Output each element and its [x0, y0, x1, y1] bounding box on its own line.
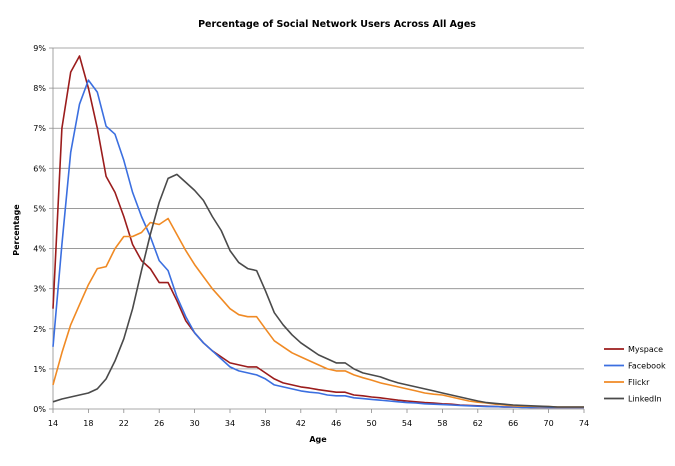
x-tick-label: 18 — [83, 419, 93, 428]
x-tick-label: 62 — [473, 419, 483, 428]
x-tick-label: 26 — [154, 419, 164, 428]
x-tick-label: 66 — [508, 419, 518, 428]
y-tick-label: 0% — [33, 405, 46, 414]
legend-label: LinkedIn — [628, 395, 662, 404]
series-line-flickr — [52, 217, 584, 408]
y-tick-label: 5% — [33, 204, 46, 213]
y-tick-label: 9% — [33, 44, 46, 53]
x-tick-label: 54 — [402, 419, 412, 428]
y-tick-label: 1% — [33, 365, 46, 374]
y-tick-label: 7% — [33, 124, 46, 133]
axes — [49, 47, 585, 413]
y-tick-label: 2% — [33, 325, 46, 334]
chart-title: Percentage of Social Network Users Acros… — [198, 19, 476, 30]
x-tick-label: 50 — [367, 419, 377, 428]
y-tick-label: 8% — [33, 84, 46, 93]
x-axis-title: Age — [309, 435, 327, 444]
series-line-linkedin — [52, 173, 584, 408]
x-tick-label: 30 — [190, 419, 200, 428]
x-tick-label: 22 — [119, 419, 129, 428]
legend-label: Myspace — [628, 345, 663, 354]
legend-label: Facebook — [628, 362, 666, 371]
series-lines — [52, 55, 584, 409]
x-tick-label: 58 — [437, 419, 447, 428]
y-tick-label: 3% — [33, 285, 46, 294]
x-tick-label: 70 — [544, 419, 554, 428]
x-tick-label: 38 — [260, 419, 270, 428]
x-tick-label: 42 — [296, 419, 306, 428]
legend-label: Flickr — [628, 378, 650, 387]
series-line-facebook — [52, 79, 584, 409]
x-tick-labels: 14 18 22 26 30 34 38 42 46 50 54 58 62 66 70 74 — [48, 419, 589, 428]
y-tick-labels: 0% 1% 2% 3% 4% 5% 6% 7% 8% 9% — [33, 44, 46, 414]
y-tick-label: 4% — [33, 245, 46, 254]
x-tick-label: 74 — [579, 419, 589, 428]
x-tick-label: 34 — [225, 419, 235, 428]
x-tick-label: 46 — [331, 419, 341, 428]
y-axis-title: Percentage — [12, 204, 21, 256]
gridlines — [53, 47, 584, 370]
legend: Myspace Facebook Flickr LinkedIn — [604, 345, 666, 404]
x-tick-label: 14 — [48, 419, 58, 428]
y-tick-label: 6% — [33, 164, 46, 173]
